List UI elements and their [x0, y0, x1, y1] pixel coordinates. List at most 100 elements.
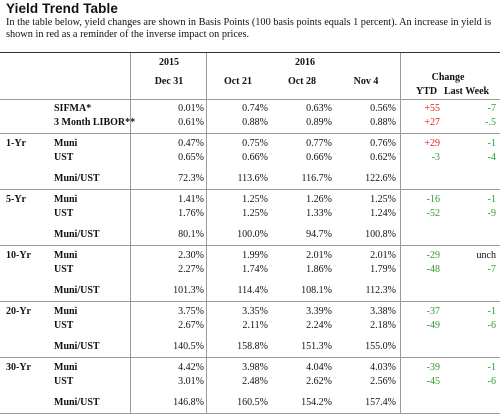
cell-oct21: 0.66% — [242, 152, 268, 163]
cell-oct21: 0.75% — [242, 138, 268, 149]
header-change: Change — [431, 72, 465, 83]
cell-oct21: 0.74% — [242, 103, 268, 114]
cell-nov4: 2.18% — [370, 320, 396, 331]
tenor-label: 1-Yr — [6, 138, 26, 149]
cell-oct21: 0.88% — [242, 117, 268, 128]
page-title: Yield Trend Table — [6, 1, 118, 16]
cell-oct21: 1.99% — [242, 250, 268, 261]
cell-nov4: 1.25% — [370, 194, 396, 205]
cell-ytd: -49 — [426, 320, 440, 331]
row-label: UST — [54, 320, 74, 331]
row-label: UST — [54, 208, 74, 219]
header-dec31: Dec 31 — [154, 76, 184, 87]
cell-dec31: 3.01% — [178, 376, 204, 387]
cell-last-week: -7 — [487, 103, 496, 114]
tenor-label: 5-Yr — [6, 194, 26, 205]
cell-oct28: 4.04% — [306, 362, 332, 373]
row-label: Muni — [54, 362, 78, 373]
cell-nov4: 0.62% — [370, 152, 396, 163]
cell-ytd: +29 — [424, 138, 440, 149]
cell-last-week: -1 — [487, 306, 496, 317]
cell-dec31: 140.5% — [173, 341, 204, 352]
cell-dec31: 101.3% — [173, 285, 204, 296]
column-divider — [130, 52, 131, 414]
cell-oct21: 113.6% — [237, 173, 268, 184]
header-rule — [0, 99, 500, 100]
cell-oct28: 1.26% — [306, 194, 332, 205]
row-label: Muni/UST — [54, 341, 100, 352]
cell-last-week: -6 — [487, 376, 496, 387]
cell-nov4: 2.56% — [370, 376, 396, 387]
cell-dec31: 2.27% — [178, 264, 204, 275]
cell-nov4: 0.88% — [370, 117, 396, 128]
cell-dec31: 80.1% — [178, 229, 204, 240]
row-divider — [0, 413, 500, 414]
cell-oct28: 2.24% — [306, 320, 332, 331]
cell-oct28: 1.33% — [306, 208, 332, 219]
cell-last-week: -6 — [487, 320, 496, 331]
cell-last-week: -4 — [487, 152, 496, 163]
column-divider — [206, 52, 207, 414]
cell-oct28: 0.77% — [306, 138, 332, 149]
row-divider — [0, 189, 500, 190]
header-oct28: Oct 28 — [287, 76, 317, 87]
cell-ytd: -29 — [426, 250, 440, 261]
cell-last-week: unch — [476, 250, 496, 261]
header-year-2016: 2016 — [295, 57, 315, 68]
cell-dec31: 0.47% — [178, 138, 204, 149]
row-label: Muni — [54, 194, 78, 205]
row-label: Muni — [54, 306, 78, 317]
cell-oct21: 3.98% — [242, 362, 268, 373]
header-ytd: YTD — [416, 86, 438, 97]
header-last-week: Last Week — [444, 86, 490, 97]
cell-nov4: 1.24% — [370, 208, 396, 219]
cell-nov4: 0.56% — [370, 103, 396, 114]
row-divider — [0, 133, 500, 134]
cell-oct28: 2.62% — [306, 376, 332, 387]
cell-dec31: 0.65% — [178, 152, 204, 163]
intro-text: In the table below, yield changes are sh… — [6, 17, 492, 40]
cell-oct28: 0.63% — [306, 103, 332, 114]
cell-nov4: 4.03% — [370, 362, 396, 373]
tenor-label: 20-Yr — [6, 306, 31, 317]
header-year-2015: 2015 — [159, 57, 179, 68]
cell-nov4: 3.38% — [370, 306, 396, 317]
table-top-rule — [0, 52, 500, 53]
row-divider — [0, 357, 500, 358]
cell-dec31: 2.67% — [178, 320, 204, 331]
cell-oct21: 160.5% — [237, 397, 268, 408]
row-divider — [0, 301, 500, 302]
cell-oct28: 154.2% — [301, 397, 332, 408]
cell-ytd: -52 — [426, 208, 440, 219]
cell-nov4: 155.0% — [365, 341, 396, 352]
row-label: UST — [54, 376, 74, 387]
row-label: SIFMA* — [54, 103, 92, 114]
cell-last-week: -7 — [487, 264, 496, 275]
cell-ytd: -37 — [426, 306, 440, 317]
row-label: Muni — [54, 250, 78, 261]
cell-last-week: -.5 — [485, 117, 496, 128]
cell-ytd: -16 — [426, 194, 440, 205]
cell-oct28: 0.89% — [306, 117, 332, 128]
cell-nov4: 112.3% — [365, 285, 396, 296]
cell-oct21: 158.8% — [237, 341, 268, 352]
cell-nov4: 122.6% — [365, 173, 396, 184]
row-label: Muni/UST — [54, 397, 100, 408]
cell-dec31: 1.76% — [178, 208, 204, 219]
row-label: UST — [54, 264, 74, 275]
row-divider — [0, 245, 500, 246]
cell-dec31: 0.61% — [178, 117, 204, 128]
cell-oct28: 3.39% — [306, 306, 332, 317]
cell-oct21: 1.74% — [242, 264, 268, 275]
cell-nov4: 2.01% — [370, 250, 396, 261]
cell-nov4: 100.8% — [365, 229, 396, 240]
cell-dec31: 146.8% — [173, 397, 204, 408]
cell-last-week: -9 — [487, 208, 496, 219]
cell-oct21: 3.35% — [242, 306, 268, 317]
cell-oct21: 100.0% — [237, 229, 268, 240]
row-label: Muni/UST — [54, 229, 100, 240]
cell-oct28: 94.7% — [306, 229, 332, 240]
cell-oct28: 151.3% — [301, 341, 332, 352]
cell-nov4: 0.76% — [370, 138, 396, 149]
cell-ytd: -39 — [426, 362, 440, 373]
